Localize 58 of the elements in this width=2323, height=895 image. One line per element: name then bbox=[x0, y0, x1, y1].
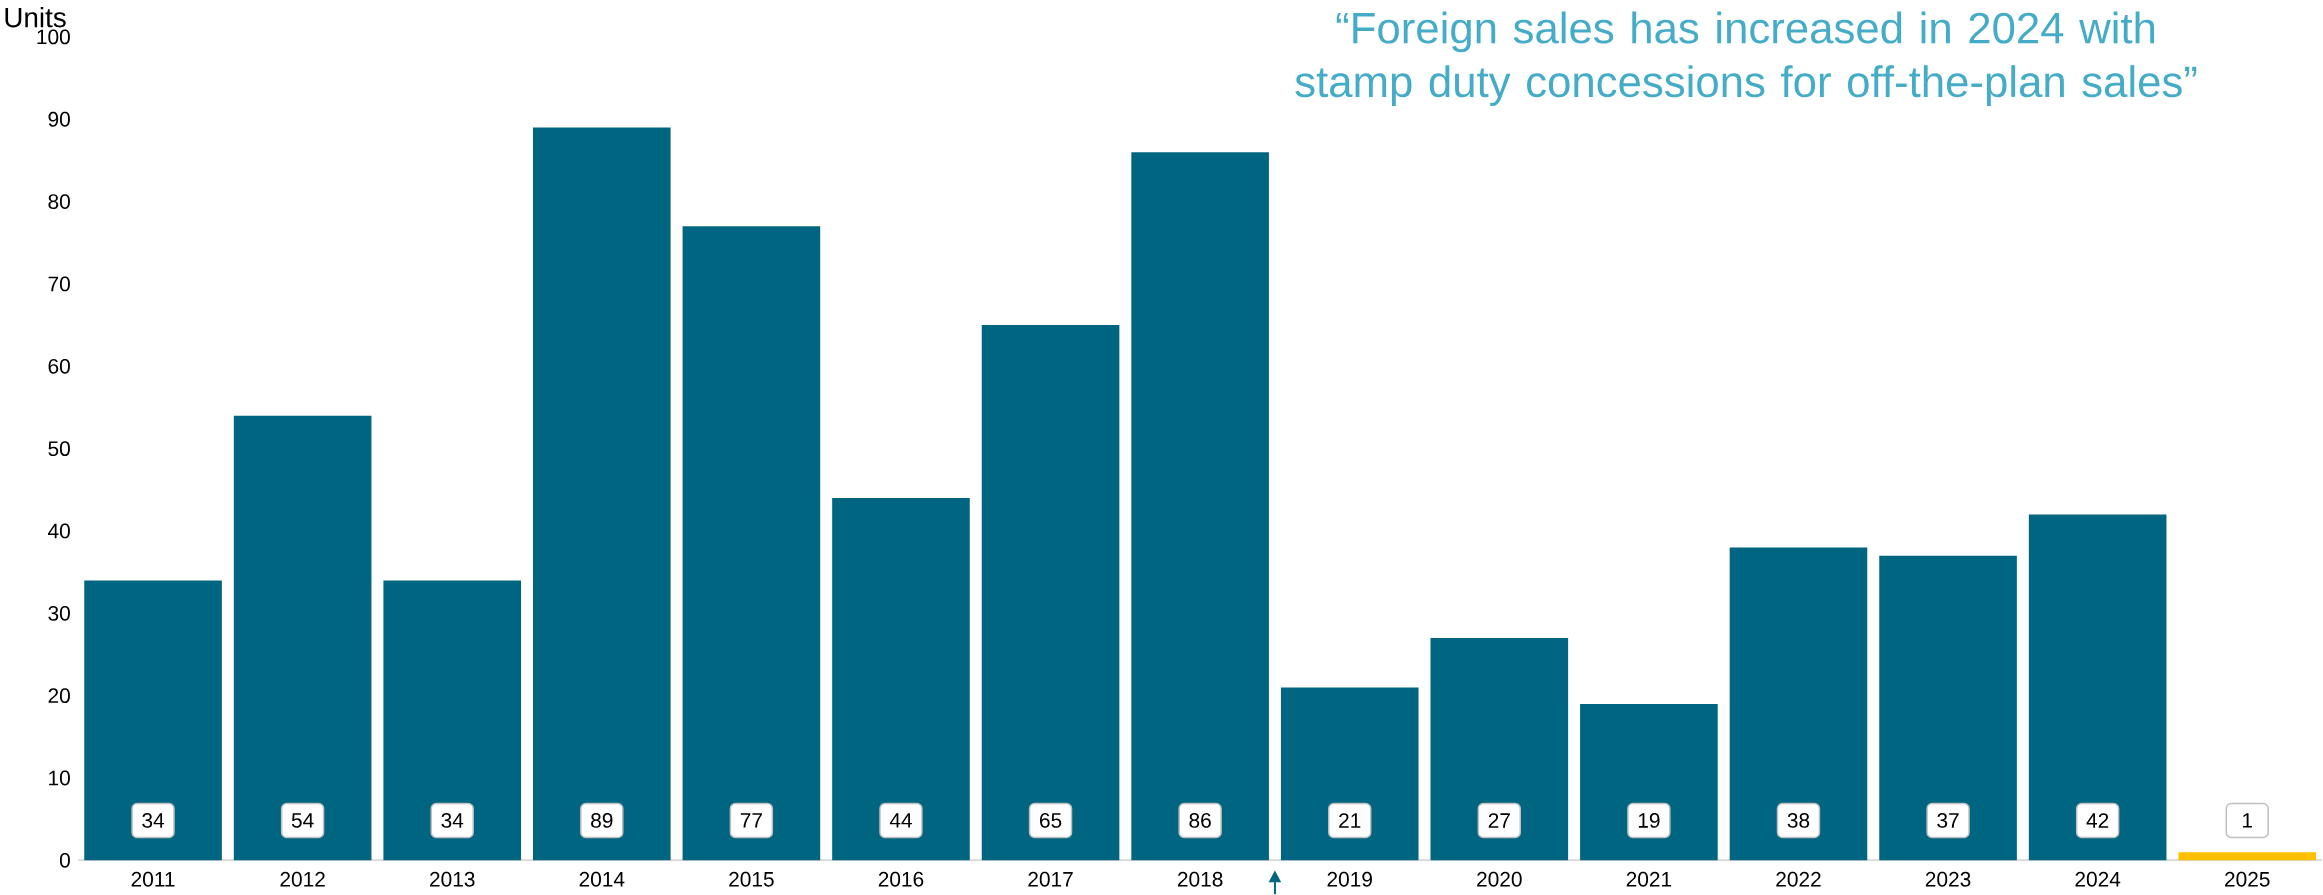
y-tick-label: 0 bbox=[59, 852, 70, 868]
bar bbox=[1580, 703, 1718, 861]
data-label: 21 bbox=[1339, 813, 1361, 828]
x-tick-label: 2015 bbox=[729, 871, 774, 887]
x-tick-label: 2022 bbox=[1776, 871, 1821, 887]
y-tick-label: 80 bbox=[48, 194, 70, 209]
y-tick-label: 10 bbox=[49, 770, 70, 786]
data-label: 65 bbox=[1040, 812, 1062, 828]
data-label: 19 bbox=[1638, 812, 1660, 828]
bar bbox=[84, 580, 222, 861]
bar bbox=[383, 580, 522, 861]
bar bbox=[832, 497, 970, 861]
y-tick-label: 100 bbox=[37, 29, 70, 45]
x-tick-label: 2019 bbox=[1327, 871, 1372, 887]
x-tick-label: 2011 bbox=[131, 871, 175, 887]
chart-title: “Foreign sales has increased in 2024 with stamp duty concessions for off-the-plan sales” bbox=[1295, 11, 2197, 106]
x-tick-label: 2017 bbox=[1028, 871, 1073, 887]
x-tick-label: 2021 bbox=[1626, 871, 1672, 887]
bar bbox=[533, 127, 671, 861]
x-tick-label: 2025 bbox=[2225, 871, 2270, 887]
data-label: 1 bbox=[2243, 813, 2253, 828]
x-tick-label: 2013 bbox=[430, 871, 475, 887]
x-tick-label: 2012 bbox=[280, 871, 325, 887]
x-tick-label: 2024 bbox=[2075, 871, 2121, 887]
y-tick-label: 70 bbox=[48, 276, 70, 292]
bar bbox=[1729, 547, 1868, 861]
bar bbox=[1879, 555, 2017, 861]
data-label: 37 bbox=[1937, 812, 1959, 828]
x-tick-label: 2023 bbox=[1925, 871, 1971, 887]
y-tick-label: 60 bbox=[48, 358, 70, 374]
bar bbox=[981, 324, 1120, 861]
x-tick-label: 2020 bbox=[1477, 871, 1522, 887]
x-tick-label: 2018 bbox=[1177, 871, 1223, 887]
y-tick-label: 20 bbox=[48, 688, 70, 703]
data-label: 54 bbox=[291, 813, 314, 828]
y-tick-label: 30 bbox=[48, 605, 70, 621]
bar bbox=[2178, 851, 2317, 861]
data-label: 44 bbox=[889, 813, 912, 828]
y-axis-title: Units bbox=[5, 6, 66, 28]
data-label: 34 bbox=[142, 812, 165, 828]
x-tick-label: 2016 bbox=[878, 871, 924, 887]
bar bbox=[2028, 514, 2167, 861]
bar bbox=[682, 226, 821, 861]
y-tick-label: 50 bbox=[48, 441, 70, 456]
data-label: 86 bbox=[1189, 812, 1211, 828]
data-label: 42 bbox=[2086, 813, 2109, 828]
x-tick-label: 2014 bbox=[579, 871, 625, 887]
y-tick-label: 90 bbox=[48, 111, 70, 127]
data-label: 89 bbox=[591, 812, 613, 828]
bar bbox=[233, 415, 372, 861]
data-label: 77 bbox=[740, 813, 762, 828]
bar bbox=[1280, 687, 1419, 861]
bar bbox=[1430, 637, 1569, 861]
y-tick-label: 40 bbox=[48, 523, 70, 539]
data-label: 34 bbox=[441, 812, 464, 828]
data-label: 38 bbox=[1787, 812, 1810, 828]
data-label: 27 bbox=[1488, 813, 1510, 828]
bar bbox=[1131, 152, 1269, 861]
